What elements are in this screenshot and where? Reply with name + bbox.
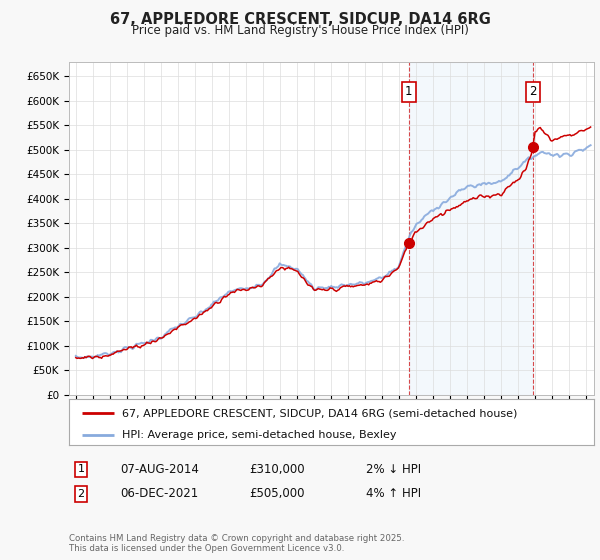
Text: HPI: Average price, semi-detached house, Bexley: HPI: Average price, semi-detached house,…	[121, 430, 396, 440]
Text: Price paid vs. HM Land Registry's House Price Index (HPI): Price paid vs. HM Land Registry's House …	[131, 24, 469, 37]
Text: 2: 2	[529, 86, 537, 99]
Text: £310,000: £310,000	[249, 463, 305, 476]
Text: 1: 1	[405, 86, 413, 99]
Text: 2% ↓ HPI: 2% ↓ HPI	[366, 463, 421, 476]
Text: 2: 2	[77, 489, 85, 499]
Text: 67, APPLEDORE CRESCENT, SIDCUP, DA14 6RG (semi-detached house): 67, APPLEDORE CRESCENT, SIDCUP, DA14 6RG…	[121, 408, 517, 418]
Bar	[409, 62, 533, 395]
Text: 4% ↑ HPI: 4% ↑ HPI	[366, 487, 421, 501]
Text: 67, APPLEDORE CRESCENT, SIDCUP, DA14 6RG: 67, APPLEDORE CRESCENT, SIDCUP, DA14 6RG	[110, 12, 490, 27]
Text: Contains HM Land Registry data © Crown copyright and database right 2025.
This d: Contains HM Land Registry data © Crown c…	[69, 534, 404, 553]
Text: 1: 1	[77, 464, 85, 474]
Text: £505,000: £505,000	[249, 487, 305, 501]
Text: 07-AUG-2014: 07-AUG-2014	[120, 463, 199, 476]
Text: 06-DEC-2021: 06-DEC-2021	[120, 487, 198, 501]
